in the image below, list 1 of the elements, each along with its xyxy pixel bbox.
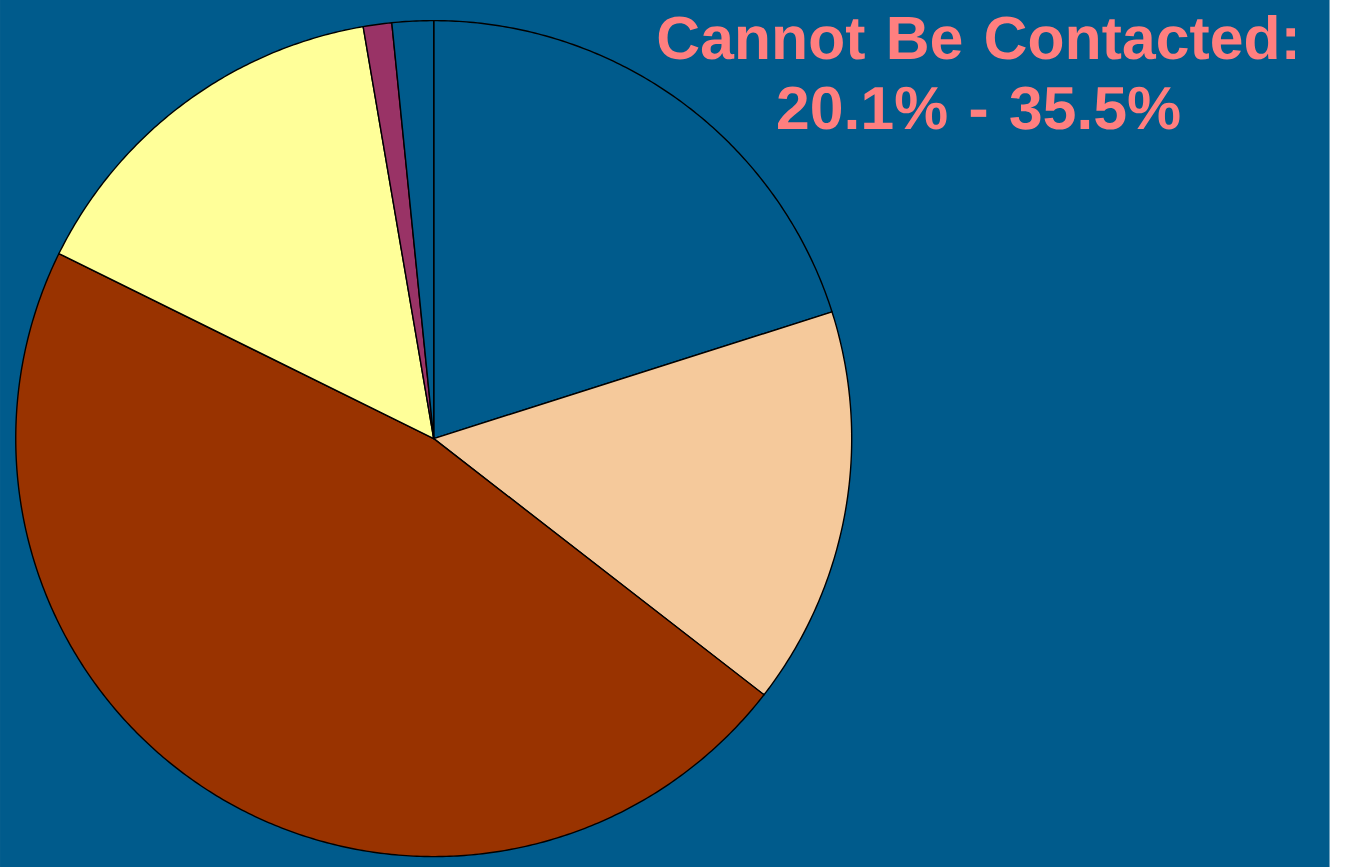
text: Cannot Be Contacted: 20.1% - 35.5% (658, 14, 1295, 130)
